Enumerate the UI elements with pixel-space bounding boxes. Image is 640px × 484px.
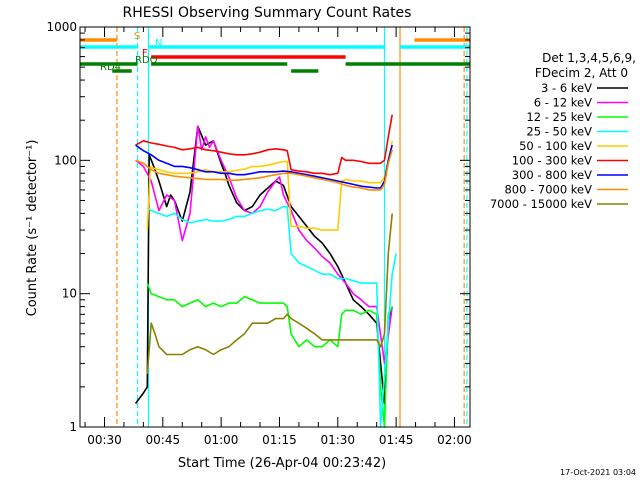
- series-line-50-100-kev: [146, 140, 393, 231]
- legend-label-12-25-kev: 12 - 25 keV: [526, 110, 592, 124]
- legend-label-6-12-kev: 6 - 12 keV: [534, 96, 592, 110]
- series-line-100-300-kev: [135, 114, 393, 176]
- series-line-6-12-kev: [135, 125, 393, 365]
- x-tick-label-01-15: 01:15: [262, 433, 297, 447]
- flag-f-label: F: [142, 48, 148, 59]
- chart-title: RHESSI Observing Summary Count Rates: [123, 5, 412, 21]
- series-line-25-50-kev: [146, 205, 397, 428]
- legend-label-50-100-kev: 50 - 100 keV: [519, 139, 592, 153]
- y-axis-label: Count Rate (s⁻¹ detector⁻¹): [25, 140, 40, 317]
- legend-label-25-50-kev: 25 - 50 keV: [526, 125, 592, 139]
- legend-label-7000-15000-kev: 7000 - 15000 keV: [490, 197, 592, 211]
- series-line-7000-15000-kev: [146, 213, 393, 374]
- x-tick-label-00-45: 00:45: [146, 433, 181, 447]
- series-line-800-7000-kev: [135, 149, 393, 191]
- legend-label-300-800-kev: 300 - 800 keV: [512, 168, 592, 182]
- x-axis-label: Start Time (26-Apr-04 00:23:42): [178, 456, 386, 471]
- x-tick-label-02-00: 02:00: [437, 433, 472, 447]
- x-tick-label-01-30: 01:30: [320, 433, 355, 447]
- x-tick-label-01-45: 01:45: [379, 433, 414, 447]
- legend-header-line-1: Det 1,3,4,5,6,9,: [542, 51, 636, 65]
- legend-label-800-7000-kev: 800 - 7000 keV: [504, 183, 592, 197]
- flag-rdo-label: RDO: [135, 55, 158, 66]
- x-tick-label-00-30: 00:30: [87, 433, 122, 447]
- legend-header-line-2: FDecim 2, Att 0: [535, 66, 628, 80]
- series-line-300-800-kev: [135, 144, 393, 189]
- axis-layer: 1 10 100 1000 00:30 00:45 01:00 01:15 01:30 01:45…: [46, 20, 471, 447]
- y-tick-label-10: 10: [62, 287, 77, 301]
- y-tick-label-1: 1: [69, 420, 77, 434]
- y-tick-label-100: 100: [54, 153, 77, 167]
- series-line-12-25-kev: [146, 282, 393, 428]
- y-tick-label-1000: 1000: [46, 20, 77, 34]
- timestamp: 17-Oct-2021 03:04: [560, 468, 636, 477]
- legend-label-3-6-kev: 3 - 6 keV: [541, 81, 592, 95]
- flag-s-label: S: [134, 31, 140, 42]
- series-line-3-6-kev: [134, 125, 393, 405]
- plot-frame: [79, 26, 471, 428]
- flag-rd4-label: RD4: [100, 62, 121, 73]
- x-tick-label-01-00: 01:00: [204, 433, 239, 447]
- legend-label-100-300-kev: 100 - 300 keV: [512, 154, 592, 168]
- flag-n-label: N: [155, 38, 162, 49]
